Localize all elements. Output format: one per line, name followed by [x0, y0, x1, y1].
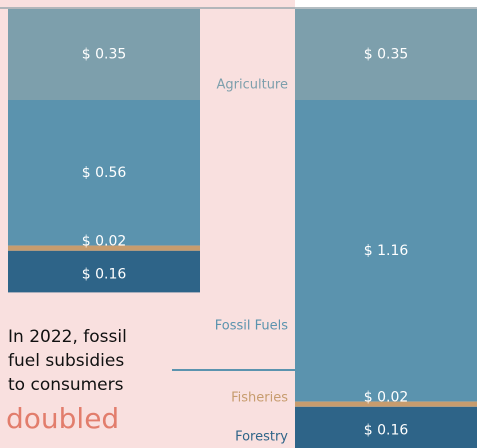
value-label: $ 0.02	[82, 234, 127, 250]
value-label: $ 0.16	[82, 267, 127, 283]
bar-segment	[295, 100, 477, 402]
bar-segment	[8, 250, 200, 293]
annotation: to consumers	[8, 375, 124, 395]
category-label: Agriculture	[217, 78, 289, 93]
bar-segment	[295, 9, 477, 100]
value-label: $ 0.56	[82, 165, 127, 181]
value-label: $ 0.16	[364, 423, 409, 439]
bar-segment	[8, 9, 200, 100]
value-label: $ 0.35	[364, 47, 409, 63]
annotation: fuel subsidies	[8, 351, 124, 371]
bar-segment	[295, 401, 477, 407]
bar-segment	[295, 406, 477, 448]
value-label: $ 0.02	[364, 390, 409, 406]
category-label: Fisheries	[231, 391, 288, 406]
highlight: doubled	[6, 402, 119, 435]
category-label: Forestry	[235, 430, 288, 445]
value-label: $ 0.35	[82, 47, 127, 63]
value-label: $ 1.16	[364, 243, 409, 259]
bar-segment	[8, 100, 200, 246]
bar-segment	[8, 245, 200, 251]
annotation: In 2022, fossil	[8, 327, 127, 347]
category-label: Fossil Fuels	[215, 319, 288, 334]
